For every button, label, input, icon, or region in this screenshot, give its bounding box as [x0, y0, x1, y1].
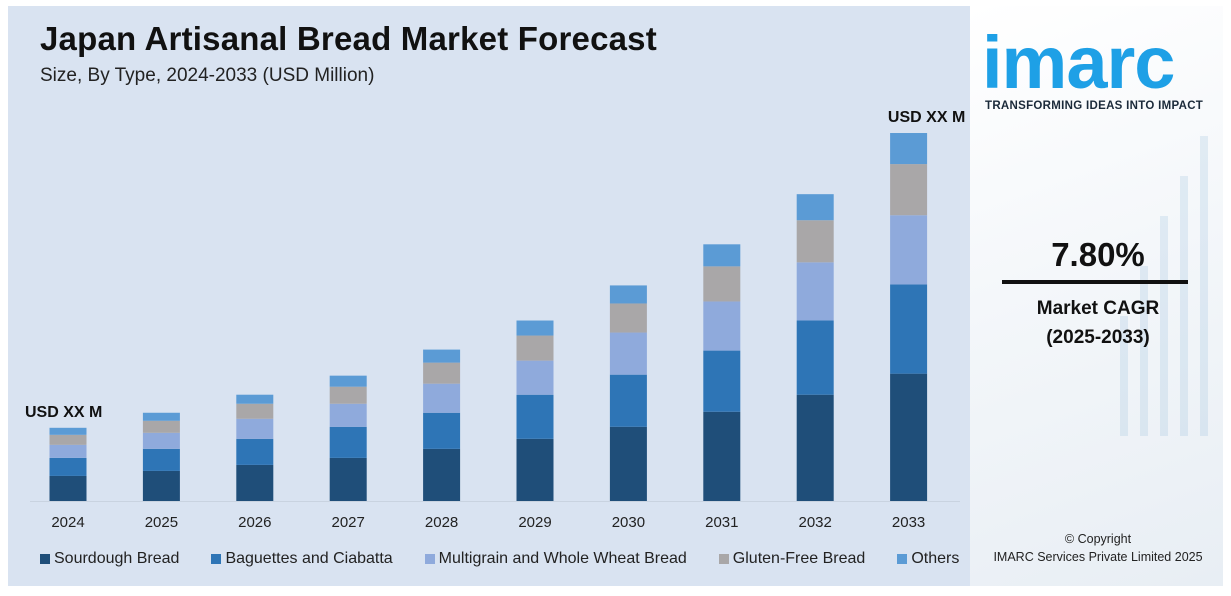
bar-2028-segment-3 — [423, 383, 461, 413]
bar-2025-segment-4 — [142, 420, 180, 433]
decorative-background — [970, 6, 1223, 586]
cagr-label: Market CAGR — [1036, 298, 1160, 319]
bar-2031-segment-5 — [703, 244, 741, 267]
stacked-bar-chart: 2024 USD XX M 2025 2026 2027 2028 2029 2030 2031… — [25, 109, 965, 531]
bar-2025-segment-1 — [142, 470, 180, 501]
x-tick-label: 2032 — [799, 514, 832, 531]
legend-swatch — [40, 554, 50, 564]
bar-2032-segment-4 — [796, 220, 834, 263]
legend-swatch — [897, 554, 908, 564]
bar-2033-segment-3 — [890, 215, 928, 285]
chart-subtitle: Size, By Type, 2024-2033 (USD Million) — [40, 65, 375, 86]
bar-2027-segment-4 — [329, 386, 367, 404]
bar-2031-segment-2 — [703, 350, 741, 412]
bar-2025-segment-2 — [142, 448, 180, 471]
legend-item: Baguettes and Ciabatta — [211, 550, 393, 568]
legend-item: Sourdough Bread — [40, 550, 179, 568]
legend-swatch — [718, 554, 729, 564]
x-tick-label: 2033 — [892, 514, 925, 531]
x-tick-label: 2026 — [238, 514, 271, 531]
bar-2028-segment-4 — [423, 362, 461, 384]
cagr-period: (2025-2033) — [1046, 327, 1150, 348]
bar-2026-segment-3 — [236, 418, 274, 439]
logo-text: imarc — [982, 21, 1174, 96]
bar-2024-segment-4 — [49, 434, 87, 445]
bar-2033-segment-4 — [890, 164, 928, 216]
legend-swatch — [424, 554, 435, 564]
bar-2025-segment-3 — [142, 432, 180, 449]
bar-annotation-2024: USD XX M — [25, 404, 102, 421]
bar-2030-segment-5 — [609, 285, 647, 304]
bar-2028-segment-2 — [423, 412, 461, 449]
bar-2024-segment-1 — [49, 475, 87, 501]
legend-item: Gluten-Free Bread — [718, 550, 866, 568]
bar-2026-segment-1 — [236, 464, 274, 501]
bar-2033-segment-5 — [890, 133, 928, 165]
legend-label: Others — [911, 550, 960, 567]
bar-2032-segment-1 — [796, 394, 834, 501]
imarc-logo: imarc — [982, 21, 1175, 96]
legend-swatch — [211, 554, 222, 564]
cagr-divider — [1002, 280, 1188, 284]
bar-2027-segment-2 — [329, 426, 367, 458]
bar-2024-segment-2 — [49, 457, 87, 476]
bar-2029-segment-4 — [516, 335, 554, 361]
bar-2027-segment-3 — [329, 403, 367, 427]
bar-2029-segment-2 — [516, 394, 554, 439]
company-name: IMARC Services Private Limited 2025 — [993, 550, 1203, 564]
x-tick-label: 2029 — [518, 514, 551, 531]
bar-2024-segment-5 — [49, 427, 87, 435]
bar-2028-segment-5 — [423, 349, 461, 363]
bar-2032-segment-3 — [796, 262, 834, 321]
bar-2030-segment-4 — [609, 303, 647, 333]
bar-2030-segment-3 — [609, 332, 647, 375]
brand-tagline: TRANSFORMING IDEAS INTO IMPACT — [985, 100, 1204, 112]
bar-2024-segment-3 — [49, 444, 87, 458]
x-tick-label: 2025 — [145, 514, 178, 531]
bar-2032-segment-2 — [796, 320, 834, 395]
bar-2033-segment-2 — [890, 284, 928, 374]
legend-item: Others — [897, 550, 959, 568]
x-tick-label: 2024 — [51, 514, 84, 531]
bar-2027-segment-1 — [329, 457, 367, 501]
bar-2027-segment-5 — [329, 375, 367, 387]
bar-2028-segment-1 — [423, 448, 461, 501]
bar-annotation-2033: USD XX M — [888, 109, 965, 126]
bar-2031-segment-1 — [703, 411, 741, 501]
bar-2031-segment-4 — [703, 266, 741, 302]
bar-2030-segment-1 — [609, 426, 647, 501]
bar-2029-segment-3 — [516, 360, 554, 395]
copyright-text: © Copyright — [1064, 532, 1132, 546]
chart-legend: Sourdough Bread Baguettes and Ciabatta Mul… — [40, 548, 959, 570]
bar-2032-segment-5 — [796, 194, 834, 221]
bar-2026-segment-5 — [236, 394, 274, 404]
x-tick-label: 2030 — [612, 514, 645, 531]
bar-2033-segment-1 — [890, 373, 928, 501]
bar-2025-segment-5 — [142, 412, 180, 421]
bar-2029-segment-1 — [516, 438, 554, 501]
legend-label: Gluten-Free Bread — [732, 550, 866, 567]
chart-title: Japan Artisanal Bread Market Forecast — [40, 20, 657, 57]
x-tick-label: 2031 — [705, 514, 738, 531]
bar-2030-segment-2 — [609, 374, 647, 427]
bar-2026-segment-2 — [236, 438, 274, 465]
legend-label: Sourdough Bread — [54, 550, 180, 567]
legend-item: Multigrain and Whole Wheat Bread — [424, 550, 687, 568]
x-tick-label: 2028 — [425, 514, 458, 531]
legend-label: Baguettes and Ciabatta — [225, 550, 393, 567]
bar-2029-segment-5 — [516, 320, 554, 336]
legend-label: Multigrain and Whole Wheat Bread — [438, 550, 687, 567]
cagr-value: 7.80% — [1051, 236, 1145, 273]
bar-2031-segment-3 — [703, 301, 741, 351]
x-tick-label: 2027 — [332, 514, 365, 531]
bar-2026-segment-4 — [236, 403, 274, 419]
